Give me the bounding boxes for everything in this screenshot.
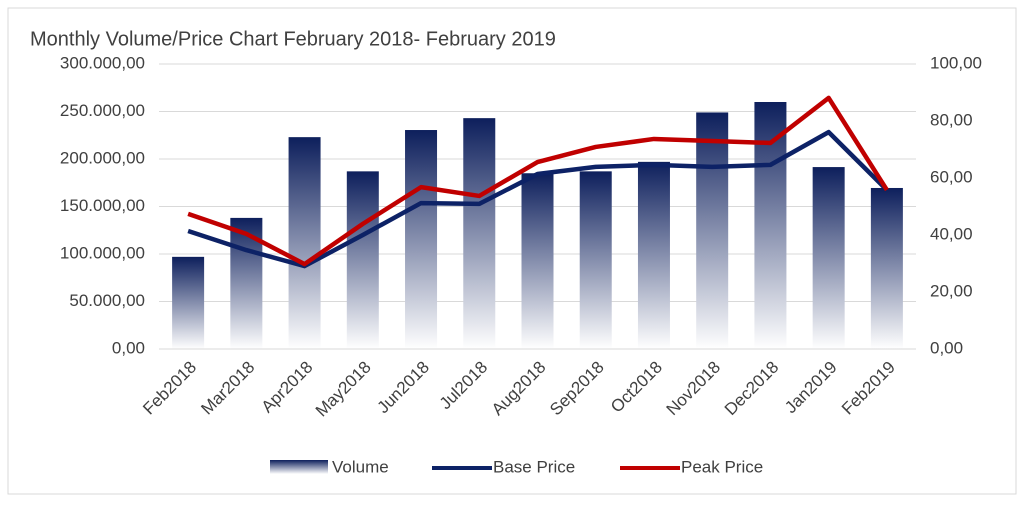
frame	[7, 7, 1017, 495]
bar	[463, 118, 496, 350]
line-series	[187, 95, 889, 267]
bar	[405, 130, 438, 349]
bar	[812, 167, 845, 349]
y-tick-label: 250.000,00	[60, 101, 145, 120]
y2-tick-label: 40,00	[930, 224, 973, 243]
y-tick-label: 0,00	[112, 338, 145, 357]
legend-label: Volume	[332, 457, 389, 476]
bar	[637, 161, 670, 349]
y-tick-label: 50.000,00	[69, 291, 145, 310]
y-tick-label: 100.000,00	[60, 243, 145, 262]
y2-tick-label: 60,00	[930, 167, 973, 186]
legend-label: Peak Price	[681, 457, 763, 476]
bar	[870, 187, 903, 349]
bar	[579, 171, 612, 349]
y2-tick-label: 0,00	[930, 338, 963, 357]
bar	[288, 137, 321, 349]
y2-tick-label: 100,00	[930, 53, 982, 72]
y2-tick-label: 20,00	[930, 281, 973, 300]
y-tick-label: 300.000,00	[60, 53, 145, 72]
bar	[172, 256, 205, 349]
bar	[346, 171, 379, 349]
legend-label: Base Price	[493, 457, 575, 476]
y2-tick-label: 80,00	[930, 110, 973, 129]
chart-title: Monthly Volume/Price Chart February 2018…	[30, 28, 556, 50]
bar	[521, 173, 554, 349]
legend: Volume Base Price Peak Price	[270, 457, 763, 476]
legend-swatch	[270, 460, 328, 474]
y-tick-label: 150.000,00	[60, 196, 145, 215]
y-tick-label: 200.000,00	[60, 148, 145, 167]
bar	[696, 112, 729, 349]
bar	[754, 102, 787, 349]
